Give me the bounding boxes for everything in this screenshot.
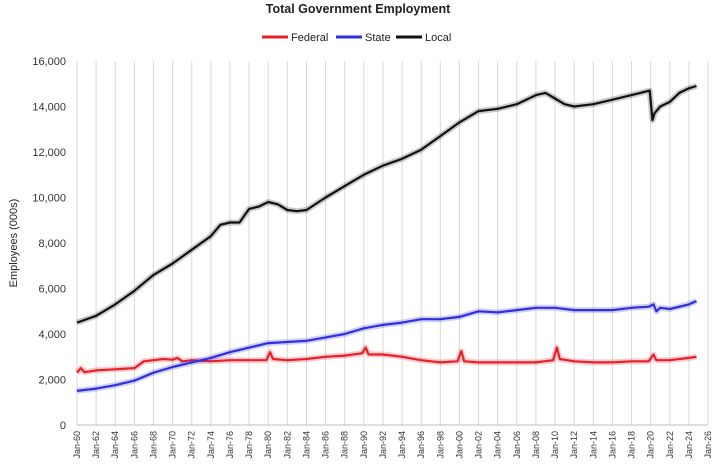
series-line-state	[76, 299, 697, 392]
x-tick-label: Jan-78	[244, 431, 254, 459]
x-tick-label: Jan-98	[435, 431, 445, 459]
x-tick-label: Jan-20	[646, 431, 656, 459]
x-tick-label: Jan-72	[187, 431, 197, 459]
x-tick-label: Jan-76	[225, 431, 235, 459]
series-line-local	[76, 84, 697, 324]
x-tick-label: Jan-26	[703, 431, 713, 459]
y-tick-label: 12,000	[32, 147, 66, 159]
x-tick-label: Jan-68	[148, 431, 158, 459]
x-tick-label: Jan-00	[454, 431, 464, 459]
x-tick-label: Jan-84	[301, 431, 311, 459]
y-axis-ticks: 0 2,000 4,000 6,000 8,000 10,000 12,000 14,000 1…	[32, 56, 66, 432]
x-tick-label: Jan-94	[397, 431, 407, 459]
x-tick-label: Jan-02	[474, 431, 484, 459]
x-tick-label: Jan-24	[684, 431, 694, 459]
x-tick-label: Jan-16	[607, 431, 617, 459]
chart-title: Total Government Employment	[266, 2, 451, 16]
series-glow-local	[75, 83, 698, 326]
y-tick-label: 14,000	[32, 102, 66, 114]
x-tick-label: Jan-82	[282, 431, 292, 459]
vertical-gridlines	[76, 61, 709, 425]
x-axis-ticks: Jan-60 Jan-62 Jan-64 Jan-66 Jan-68 Jan-70 Jan-…	[72, 431, 713, 459]
x-tick-label: Jan-92	[378, 431, 388, 459]
x-tick-label: Jan-10	[550, 431, 560, 459]
x-tick-label: Jan-14	[588, 431, 598, 459]
x-tick-label: Jan-80	[263, 431, 273, 459]
x-tick-label: Jan-06	[512, 431, 522, 459]
x-tick-label: Jan-12	[569, 431, 579, 459]
y-tick-label: 10,000	[32, 193, 66, 205]
y-tick-label: 6,000	[38, 284, 66, 296]
legend-label-local: Local	[425, 32, 451, 44]
x-tick-label: Jan-88	[340, 431, 350, 459]
x-tick-label: Jan-18	[627, 431, 637, 459]
x-tick-label: Jan-66	[129, 431, 139, 459]
y-tick-label: 4,000	[38, 329, 66, 341]
legend: Federal State Local	[262, 32, 451, 44]
x-tick-label: Jan-22	[665, 431, 675, 459]
x-tick-label: Jan-86	[321, 431, 331, 459]
x-tick-label: Jan-60	[72, 431, 82, 459]
y-tick-label: 2,000	[38, 375, 66, 387]
x-tick-label: Jan-96	[416, 431, 426, 459]
legend-label-federal: Federal	[291, 32, 328, 44]
x-tick-label: Jan-70	[168, 431, 178, 459]
series-glow-state	[76, 298, 698, 394]
x-tick-label: Jan-64	[110, 431, 120, 459]
x-tick-label: Jan-90	[359, 431, 369, 459]
legend-label-state: State	[365, 32, 391, 44]
y-tick-label: 0	[60, 420, 66, 432]
series-line-federal	[76, 346, 697, 374]
y-axis-label: Employees (000s)	[8, 199, 20, 288]
series-lines	[74, 83, 698, 394]
y-tick-label: 8,000	[38, 238, 66, 250]
x-tick-label: Jan-62	[91, 431, 101, 459]
x-tick-label: Jan-04	[493, 431, 503, 459]
x-tick-label: Jan-08	[531, 431, 541, 459]
x-tick-label: Jan-74	[206, 431, 216, 459]
y-tick-label: 16,000	[32, 56, 66, 68]
